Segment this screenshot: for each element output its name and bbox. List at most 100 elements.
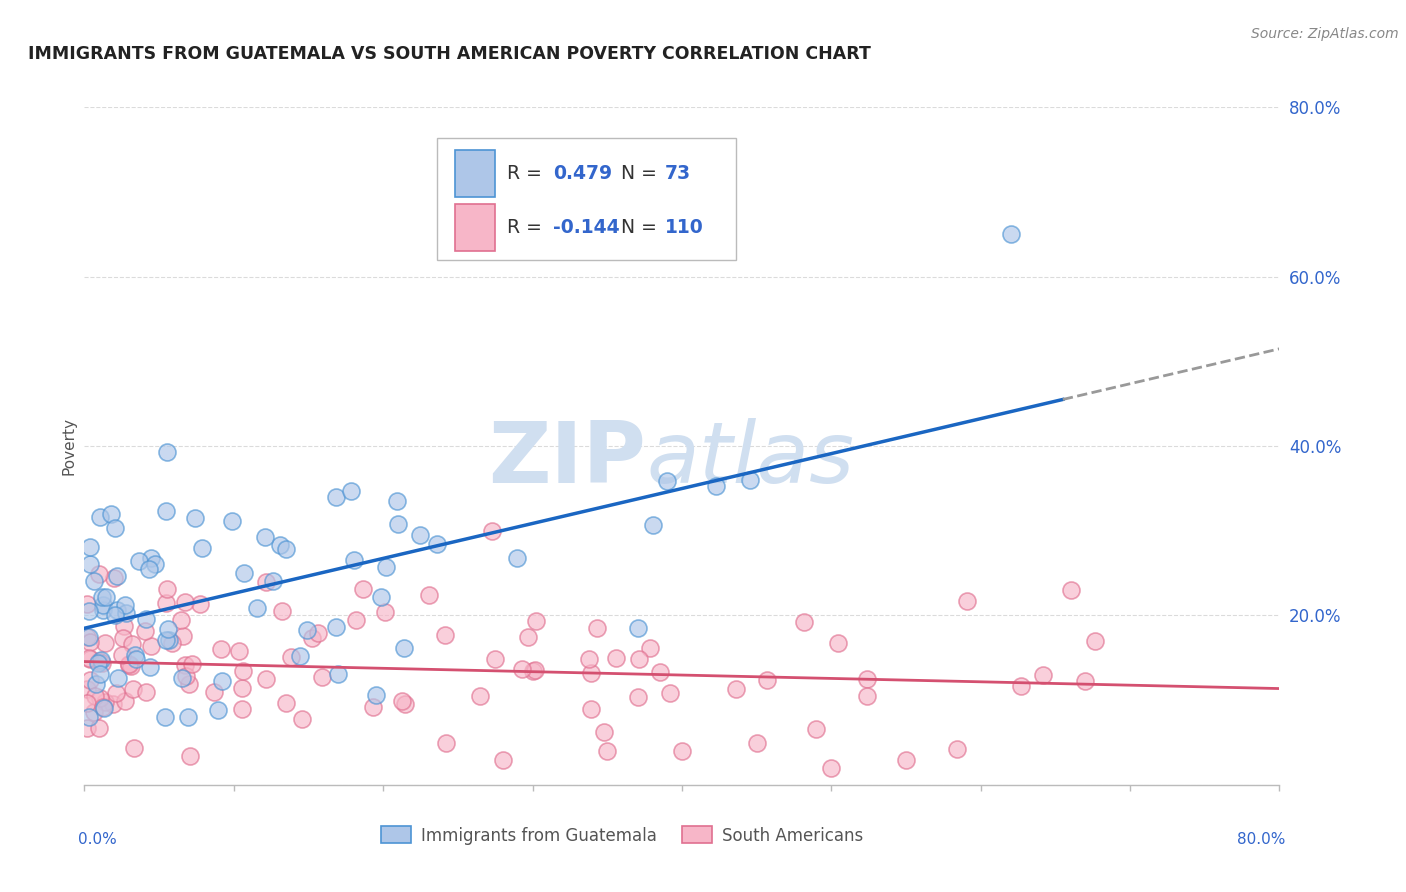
Point xyxy=(79,540,101,554)
Point xyxy=(93,701,115,715)
Point xyxy=(605,651,627,665)
Point xyxy=(77,650,100,665)
Point xyxy=(105,686,128,700)
Point xyxy=(94,695,117,709)
Point xyxy=(179,749,201,764)
Point xyxy=(111,648,134,663)
Point xyxy=(155,504,177,518)
Point xyxy=(134,624,156,638)
Text: atlas: atlas xyxy=(647,418,853,501)
Text: Source: ZipAtlas.com: Source: ZipAtlas.com xyxy=(1251,27,1399,41)
Text: 0.0%: 0.0% xyxy=(79,832,117,847)
Point xyxy=(596,744,619,758)
Point xyxy=(114,598,136,612)
Point xyxy=(352,582,374,596)
Point xyxy=(89,510,111,524)
Point xyxy=(76,721,98,735)
Point xyxy=(394,697,416,711)
Point xyxy=(370,590,392,604)
Point xyxy=(253,531,276,545)
Point xyxy=(506,551,529,566)
Point xyxy=(91,603,114,617)
Point xyxy=(173,595,195,609)
Point xyxy=(139,660,162,674)
Point xyxy=(125,652,148,666)
Point xyxy=(211,674,233,689)
Point xyxy=(392,640,415,655)
Point xyxy=(79,673,101,687)
Point xyxy=(87,654,110,668)
Point xyxy=(586,621,609,635)
Point xyxy=(173,657,195,672)
Point xyxy=(297,623,319,637)
Point xyxy=(170,671,193,685)
Point xyxy=(276,696,298,710)
Point xyxy=(84,677,107,691)
Point xyxy=(856,690,879,704)
Point xyxy=(1060,582,1083,597)
Point xyxy=(124,648,146,662)
Point xyxy=(271,604,294,618)
Point xyxy=(87,657,110,671)
Point xyxy=(202,685,225,699)
Point xyxy=(820,761,842,775)
Point xyxy=(105,603,128,617)
Point xyxy=(231,702,253,716)
Point xyxy=(76,696,98,710)
Point xyxy=(139,640,162,654)
Point xyxy=(418,588,440,602)
Point xyxy=(276,542,298,557)
Point xyxy=(94,590,117,604)
Point xyxy=(344,613,367,627)
Text: ZIP: ZIP xyxy=(488,418,647,501)
Point xyxy=(103,571,125,585)
Point xyxy=(104,608,127,623)
Point xyxy=(492,753,515,767)
Point xyxy=(112,618,135,632)
Point xyxy=(174,668,197,682)
Point xyxy=(94,636,117,650)
Point xyxy=(90,656,112,670)
Point xyxy=(79,557,101,571)
Point xyxy=(157,622,180,636)
Text: R =: R = xyxy=(508,164,548,183)
Point xyxy=(363,700,385,714)
Point xyxy=(83,574,105,588)
Point xyxy=(628,652,651,666)
Point xyxy=(104,521,127,535)
Point xyxy=(172,629,194,643)
Point xyxy=(176,710,198,724)
Point xyxy=(89,567,111,582)
Point xyxy=(231,681,253,696)
Point xyxy=(105,569,128,583)
Point xyxy=(523,663,546,677)
Point xyxy=(157,632,180,647)
Point xyxy=(160,636,183,650)
Point xyxy=(254,673,277,687)
Text: 80.0%: 80.0% xyxy=(1237,832,1285,847)
FancyBboxPatch shape xyxy=(456,204,495,251)
Point xyxy=(524,614,547,628)
Point xyxy=(434,736,457,750)
Point xyxy=(100,507,122,521)
Point xyxy=(288,648,311,663)
Point xyxy=(364,688,387,702)
Point xyxy=(118,657,141,671)
Point xyxy=(118,658,141,673)
Point xyxy=(89,690,111,705)
Text: IMMIGRANTS FROM GUATEMALA VS SOUTH AMERICAN POVERTY CORRELATION CHART: IMMIGRANTS FROM GUATEMALA VS SOUTH AMERI… xyxy=(28,45,870,62)
Point xyxy=(946,741,969,756)
Point xyxy=(655,474,678,488)
Point xyxy=(581,702,603,716)
Point xyxy=(143,557,166,571)
Point xyxy=(311,670,333,684)
Point xyxy=(76,630,98,644)
Point xyxy=(325,490,347,504)
Point xyxy=(510,662,533,676)
Point xyxy=(135,612,157,626)
Point xyxy=(191,541,214,555)
Point xyxy=(246,601,269,615)
Point xyxy=(228,644,250,658)
Point xyxy=(170,613,193,627)
Point xyxy=(112,631,135,645)
